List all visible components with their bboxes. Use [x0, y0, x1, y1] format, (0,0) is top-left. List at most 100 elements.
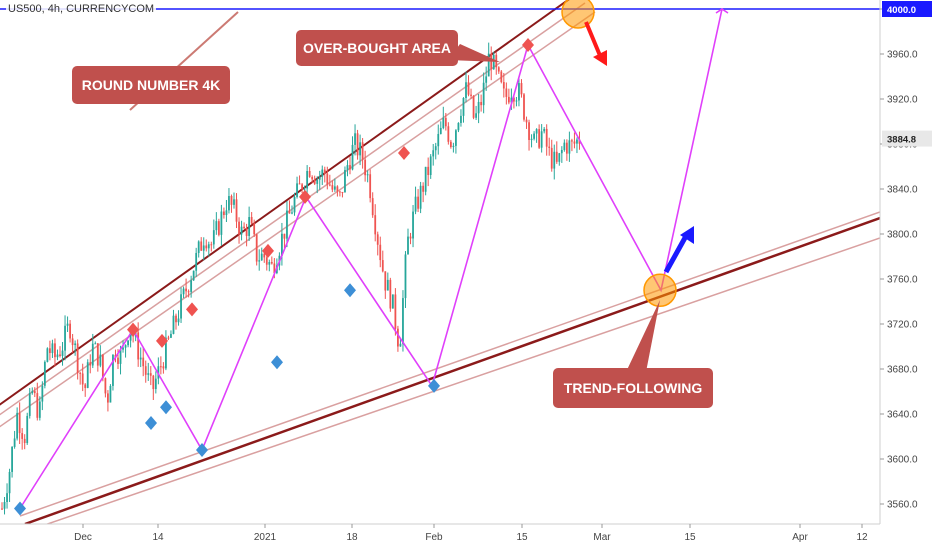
candle-body [475, 113, 477, 118]
candle-body [530, 138, 533, 140]
candle-body [286, 210, 288, 239]
red-diamond-marker [262, 243, 274, 258]
candle-body [553, 151, 556, 169]
candle-body [248, 217, 251, 236]
candle-body [3, 501, 6, 509]
candle-body [200, 241, 203, 251]
candle-body [101, 354, 104, 379]
red-diamond-marker [522, 38, 534, 52]
candle-body [137, 332, 140, 360]
time-tick-label: 15 [684, 532, 696, 543]
blue-diamond-marker [14, 501, 26, 516]
candle-body [333, 186, 336, 190]
price-tick-label: 3640.0 [887, 410, 918, 421]
candle-body [301, 184, 303, 190]
candle-body [444, 117, 447, 127]
candle-body [563, 142, 566, 150]
candle-body [434, 146, 437, 151]
candle-body [180, 294, 182, 319]
price-tick-label: 3680.0 [887, 365, 918, 376]
blue-diamond-marker [145, 416, 157, 430]
candle-body [538, 129, 541, 148]
candle-body [223, 211, 225, 216]
blue-diamond-marker [271, 355, 283, 370]
candle-body [265, 257, 268, 265]
price-tick-label: 3800.0 [887, 230, 918, 241]
candle-body [442, 117, 445, 128]
time-tick-label: 14 [152, 532, 164, 543]
candle-body [482, 82, 485, 106]
candle-body [51, 343, 54, 354]
candle-body [515, 100, 518, 102]
candle-body [455, 130, 457, 146]
candle-body [548, 146, 551, 148]
candle-body [523, 94, 525, 120]
candle-body [240, 226, 243, 235]
candle-body [402, 298, 404, 344]
candle-body [263, 253, 266, 258]
candle-body [492, 54, 495, 70]
candle-body [419, 185, 422, 209]
price-tick-label: 3840.0 [887, 185, 918, 196]
candle-body [543, 128, 546, 132]
candle-body [273, 263, 276, 274]
candle-body [13, 438, 16, 447]
candle-body [573, 141, 576, 144]
candle-body [167, 337, 170, 339]
candle-body [439, 127, 442, 134]
candle-body [149, 373, 152, 376]
candle-body [245, 228, 248, 236]
candle-body [243, 226, 245, 229]
time-tick-label: Mar [593, 532, 611, 543]
time-tick-label: Feb [425, 532, 443, 543]
candle-body [497, 67, 500, 72]
trend-following-callout-label: TREND-FOLLOWING [564, 380, 703, 396]
candle-body [369, 174, 372, 199]
candle-body [59, 354, 61, 357]
candle-body [260, 253, 263, 261]
candle-body [550, 147, 553, 169]
candle-body [404, 254, 407, 299]
over-bought-callout-box [296, 30, 458, 66]
candle-body [323, 169, 326, 174]
price-tick-label: 3560.0 [887, 500, 918, 511]
blue-diamond-marker [160, 400, 172, 415]
candle-body [127, 340, 129, 346]
candle-body [1, 508, 3, 510]
candle-body [422, 185, 425, 192]
candle-body [43, 361, 46, 386]
over-bought-callout-pointer [448, 44, 500, 62]
candle-body [207, 244, 210, 249]
lower-channel-lower-line [45, 237, 880, 524]
candle-body [205, 245, 208, 249]
candle-body [41, 385, 44, 402]
trend-following-callout-box [553, 368, 713, 408]
candle-body [545, 128, 548, 147]
candle-body [185, 288, 187, 292]
bottom-highlight-circle [643, 273, 677, 307]
zigzag-line [19, 8, 723, 509]
candle-body [187, 291, 190, 293]
candle-body [74, 343, 77, 346]
over-bought-callout: OVER-BOUGHT AREA [296, 30, 500, 66]
candle-body [432, 150, 435, 157]
candle-body [36, 393, 39, 418]
candle-body [555, 151, 558, 162]
candle-body [228, 196, 230, 211]
candle-body [470, 94, 472, 96]
time-tick-label: Dec [74, 532, 92, 543]
candle-body [26, 415, 29, 444]
candle-body [412, 211, 414, 239]
candle-body [414, 196, 417, 212]
time-tick-label: 15 [516, 532, 528, 543]
red-arrow-head [593, 50, 607, 66]
candle-body [565, 142, 568, 154]
trend-following-callout-pointer [626, 300, 660, 372]
candle-body [349, 165, 351, 170]
red-diamond-marker [398, 146, 410, 160]
candle-body [306, 170, 309, 189]
candle-body [500, 71, 503, 83]
candle-body [571, 140, 573, 142]
candle-body [162, 366, 165, 369]
time-tick-label: 18 [346, 532, 358, 543]
